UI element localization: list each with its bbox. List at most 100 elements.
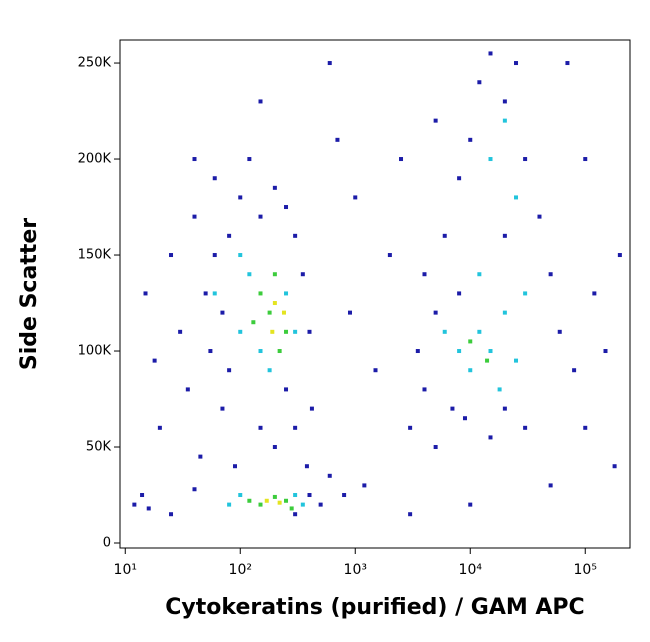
- point: [399, 157, 404, 162]
- x-tick-label: 10⁴: [459, 562, 483, 578]
- point: [227, 233, 232, 238]
- point: [146, 506, 151, 511]
- point: [208, 349, 213, 354]
- x-axis-label: Cytokeratins (purified) / GAM APC: [165, 595, 584, 620]
- point: [468, 502, 473, 507]
- y-tick-label: 100K: [78, 344, 112, 359]
- point: [284, 291, 289, 296]
- point: [192, 157, 197, 162]
- point: [462, 416, 467, 421]
- point: [603, 349, 608, 354]
- point: [238, 493, 243, 498]
- point: [442, 233, 447, 238]
- point: [293, 329, 298, 334]
- point: [258, 291, 263, 296]
- x-tick-label: 10⁵: [574, 562, 597, 578]
- point: [272, 445, 277, 450]
- point: [258, 99, 263, 104]
- point: [523, 425, 528, 430]
- point: [408, 425, 413, 430]
- point: [514, 195, 519, 200]
- point: [258, 425, 263, 430]
- point: [583, 157, 588, 162]
- point: [238, 253, 243, 258]
- y-tick-label: 0: [103, 536, 111, 551]
- point: [408, 512, 413, 517]
- point: [583, 425, 588, 430]
- point: [353, 195, 358, 200]
- point: [523, 157, 528, 162]
- point: [457, 176, 462, 181]
- point: [212, 253, 217, 258]
- point: [169, 253, 174, 258]
- point: [477, 329, 482, 334]
- point: [267, 310, 272, 315]
- point: [342, 493, 347, 498]
- point: [247, 498, 252, 503]
- point: [433, 118, 438, 123]
- point: [347, 310, 352, 315]
- point: [497, 387, 502, 392]
- point: [514, 358, 519, 363]
- point: [488, 349, 493, 354]
- point: [238, 195, 243, 200]
- point: [157, 425, 162, 430]
- point: [272, 494, 277, 499]
- point: [132, 502, 137, 507]
- point: [468, 368, 473, 373]
- point: [143, 291, 148, 296]
- point: [433, 310, 438, 315]
- point: [247, 157, 252, 162]
- point: [373, 368, 378, 373]
- x-tick-label: 10¹: [114, 562, 137, 578]
- point: [284, 205, 289, 210]
- point: [548, 272, 553, 277]
- point: [617, 253, 622, 258]
- point: [277, 349, 282, 354]
- point: [212, 291, 217, 296]
- point: [281, 310, 286, 315]
- point: [227, 368, 232, 373]
- point: [477, 272, 482, 277]
- point: [192, 487, 197, 492]
- point: [258, 502, 263, 507]
- y-tick-label: 50K: [86, 440, 112, 455]
- point: [572, 368, 577, 373]
- point: [488, 435, 493, 440]
- point: [247, 272, 252, 277]
- point: [415, 349, 420, 354]
- point: [178, 329, 183, 334]
- point: [304, 464, 309, 469]
- point: [422, 272, 427, 277]
- point: [192, 214, 197, 219]
- point: [300, 272, 305, 277]
- point: [485, 358, 490, 363]
- y-tick-label: 250K: [78, 56, 112, 71]
- point: [502, 118, 507, 123]
- point: [258, 214, 263, 219]
- point: [289, 506, 294, 511]
- y-tick-label: 200K: [78, 152, 112, 167]
- point: [284, 329, 289, 334]
- point: [442, 329, 447, 334]
- point: [327, 473, 332, 478]
- point: [272, 185, 277, 190]
- point: [227, 502, 232, 507]
- point: [422, 387, 427, 392]
- point: [468, 137, 473, 142]
- point: [198, 454, 203, 459]
- point: [318, 502, 323, 507]
- point: [284, 387, 289, 392]
- x-tick-label: 10³: [344, 562, 367, 578]
- point: [267, 368, 272, 373]
- point: [488, 51, 493, 56]
- point: [293, 425, 298, 430]
- point: [457, 349, 462, 354]
- point: [488, 157, 493, 162]
- point: [557, 329, 562, 334]
- point: [212, 176, 217, 181]
- point: [433, 445, 438, 450]
- point: [457, 291, 462, 296]
- point: [502, 310, 507, 315]
